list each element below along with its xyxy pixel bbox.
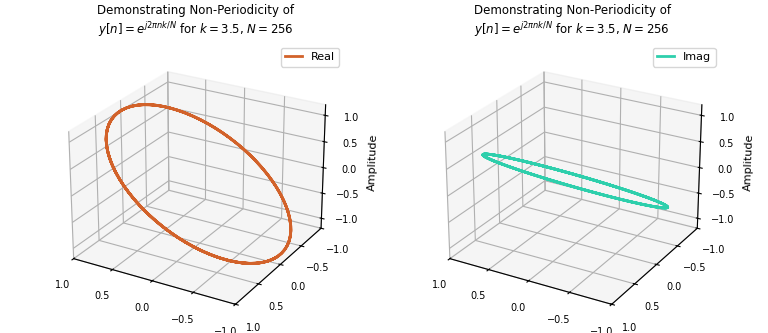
Title: Demonstrating Non-Periodicity of
$y[n] = e^{j2\pi nk/N}$ for $k = 3.5$, $N = 256: Demonstrating Non-Periodicity of $y[n] =… [474, 4, 670, 39]
Legend: Real: Real [281, 48, 339, 67]
Title: Demonstrating Non-Periodicity of
$y[n] = e^{j2\pi nk/N}$ for $k = 3.5$, $N = 256: Demonstrating Non-Periodicity of $y[n] =… [98, 4, 294, 39]
Legend: Imag: Imag [653, 48, 716, 67]
